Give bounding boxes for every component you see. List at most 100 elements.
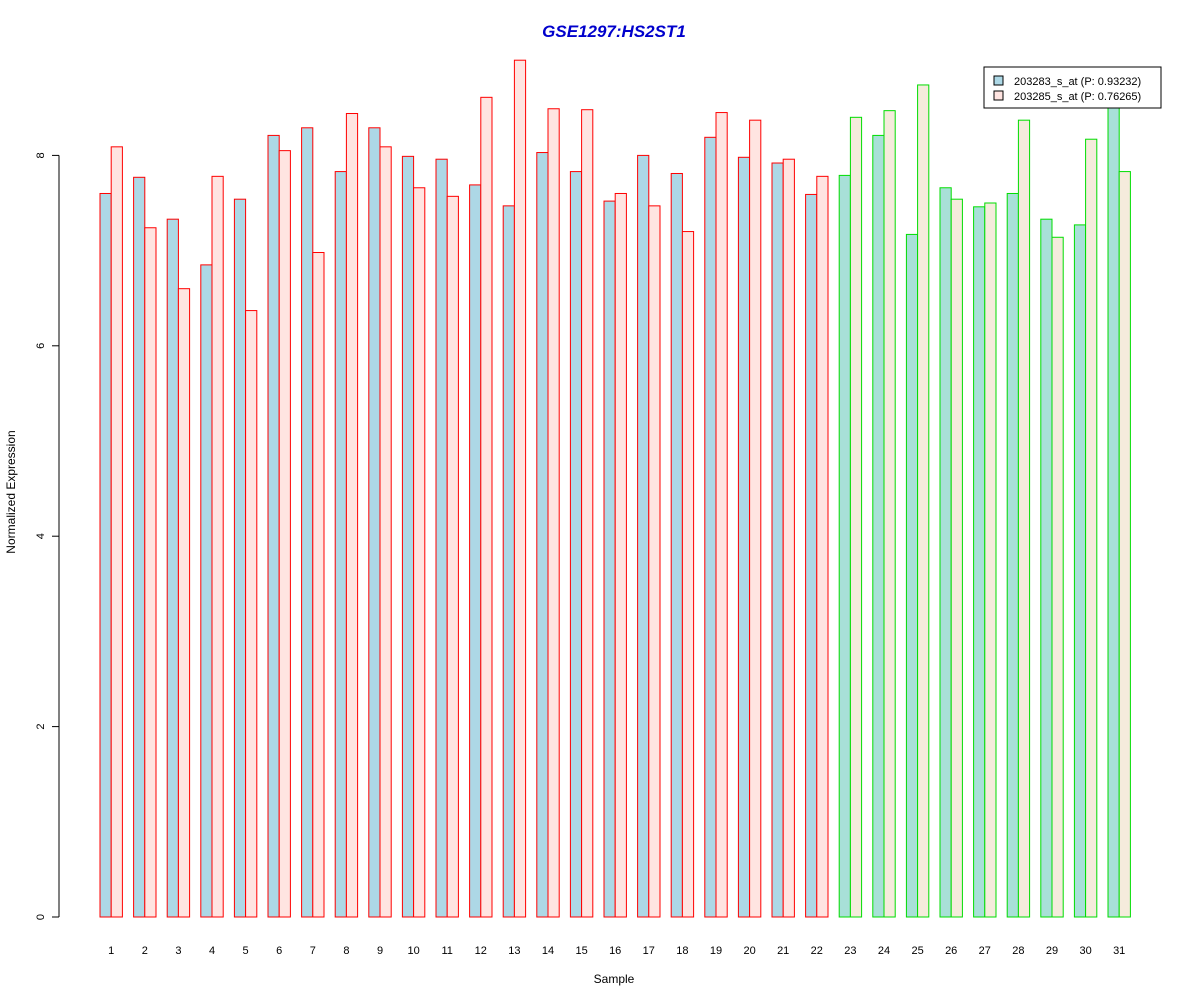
bar-series1-sample-2 — [133, 176, 146, 918]
x-tick-label: 2 — [142, 945, 148, 957]
legend-swatch-1 — [993, 75, 1004, 86]
bars-group — [99, 59, 1131, 918]
bar-series2-sample-12 — [480, 96, 493, 918]
bar-series1-sample-10 — [401, 155, 415, 918]
bar-series1-sample-22 — [805, 193, 818, 918]
x-tick-label: 26 — [945, 945, 957, 957]
bar-series2-sample-1 — [110, 146, 123, 918]
x-tick-label: 13 — [508, 945, 520, 957]
x-tick-label: 4 — [209, 945, 215, 957]
bar-series1-sample-3 — [166, 218, 179, 918]
bar-series2-sample-10 — [413, 187, 426, 918]
bar-series1-sample-12 — [469, 184, 482, 918]
x-tick-label: 12 — [475, 945, 487, 957]
y-axis-title: Normalized Expression — [4, 430, 18, 553]
bar-series1-sample-26 — [939, 187, 952, 918]
bar-series2-sample-4 — [211, 175, 224, 918]
bar-series2-sample-23 — [849, 116, 863, 918]
y-tick-label: 6 — [35, 343, 47, 349]
legend-label-2: 203285_s_at (P: 0.76265) — [1014, 91, 1141, 103]
x-tick-label: 19 — [710, 945, 722, 957]
bar-series2-sample-20 — [749, 119, 762, 918]
x-tick-labels: 1 2 3 4 5 6 7 8 9 10 11 12 13 14 15 16 17 18 19 20 21 22 23 24 2… — [108, 945, 1125, 957]
bar-series1-sample-11 — [435, 158, 448, 918]
bar-series2-sample-22 — [816, 175, 829, 918]
x-tick-label: 14 — [542, 945, 554, 957]
bar-series1-sample-6 — [267, 134, 280, 918]
x-tick-label: 24 — [878, 945, 890, 957]
bar-series2-sample-16 — [614, 192, 627, 918]
bar-series2-sample-30 — [1085, 138, 1098, 918]
x-tick-label: 21 — [777, 945, 789, 957]
bar-series2-sample-15 — [581, 109, 594, 918]
x-tick-label: 9 — [377, 945, 383, 957]
x-tick-label: 27 — [979, 945, 991, 957]
x-tick-label: 10 — [407, 945, 419, 957]
x-tick-label: 6 — [276, 945, 282, 957]
bar-series2-sample-14 — [547, 108, 560, 918]
bar-series1-sample-30 — [1073, 224, 1087, 918]
bar-series1-sample-1 — [99, 192, 112, 918]
bar-series2-sample-27 — [984, 202, 997, 918]
bar-series1-sample-19 — [704, 136, 717, 918]
bar-series1-sample-21 — [771, 162, 784, 918]
bar-series2-sample-6 — [278, 150, 291, 918]
bar-series2-sample-29 — [1051, 236, 1064, 918]
x-tick-label: 7 — [310, 945, 316, 957]
x-tick-label: 15 — [575, 945, 587, 957]
bar-series1-sample-13 — [502, 205, 515, 918]
x-tick-label: 31 — [1113, 945, 1125, 957]
legend-swatch-2 — [993, 90, 1004, 101]
x-tick-label: 3 — [175, 945, 181, 957]
bar-series1-sample-24 — [872, 134, 885, 918]
bar-series1-sample-29 — [1040, 218, 1053, 918]
bar-series2-sample-28 — [1017, 119, 1031, 918]
x-tick-label: 22 — [811, 945, 823, 957]
x-tick-label: 17 — [643, 945, 655, 957]
bar-series2-sample-2 — [144, 227, 157, 918]
bar-series1-sample-15 — [569, 171, 583, 918]
bar-series2-sample-17 — [648, 205, 661, 918]
x-tick-label: 25 — [911, 945, 923, 957]
bar-series2-sample-5 — [245, 310, 258, 918]
legend-box — [983, 66, 1162, 109]
y-tick-label: 8 — [35, 152, 47, 158]
x-axis-title: Sample — [594, 972, 635, 986]
x-tick-label: 20 — [743, 945, 755, 957]
bar-series2-sample-31 — [1118, 171, 1131, 918]
bar-series1-sample-23 — [838, 174, 851, 918]
x-tick-label: 29 — [1046, 945, 1058, 957]
bar-series1-sample-25 — [905, 233, 919, 918]
x-tick-label: 5 — [243, 945, 249, 957]
chart-title: GSE1297:HS2ST1 — [542, 22, 686, 41]
x-tick-label: 28 — [1012, 945, 1024, 957]
x-tick-label: 30 — [1079, 945, 1091, 957]
bar-series2-sample-13 — [513, 59, 527, 918]
bar-series2-sample-24 — [883, 110, 896, 918]
bar-series2-sample-18 — [681, 231, 695, 918]
bar-series1-sample-17 — [637, 154, 650, 918]
y-axis: 0 2 4 6 8 — [35, 152, 60, 920]
bar-series1-sample-8 — [334, 171, 347, 918]
bar-series2-sample-19 — [715, 112, 728, 918]
legend: 203283_s_at (P: 0.93232) 203285_s_at (P: … — [983, 66, 1162, 109]
bar-series2-sample-21 — [782, 158, 795, 918]
bar-series2-sample-11 — [446, 195, 459, 918]
legend-label-1: 203283_s_at (P: 0.93232) — [1014, 76, 1141, 88]
bar-series1-sample-4 — [200, 264, 213, 918]
x-tick-label: 23 — [844, 945, 856, 957]
bar-series2-sample-25 — [917, 84, 930, 918]
bar-series1-sample-28 — [1006, 192, 1019, 918]
y-tick-label: 2 — [35, 724, 47, 730]
bar-series2-sample-7 — [312, 252, 325, 918]
bar-series2-sample-26 — [950, 198, 963, 918]
bar-series1-sample-31 — [1107, 105, 1120, 918]
bar-series1-sample-27 — [973, 206, 986, 918]
bar-series1-sample-9 — [368, 127, 381, 918]
bar-series2-sample-9 — [379, 146, 392, 918]
x-tick-label: 8 — [343, 945, 349, 957]
bar-series1-sample-14 — [536, 152, 549, 918]
y-tick-label: 4 — [35, 533, 47, 539]
x-tick-label: 18 — [676, 945, 688, 957]
